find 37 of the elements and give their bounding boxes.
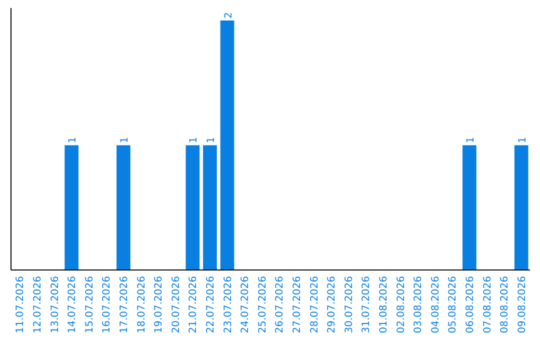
data-label: 2: [223, 12, 234, 18]
x-tick-label: 18.07.2026: [136, 276, 148, 334]
x-tick-label: 25.07.2026: [257, 276, 268, 334]
x-tick-label: 03.08.2026: [413, 276, 424, 334]
data-label: 1: [188, 136, 200, 144]
x-tick-label: 23.07.2026: [222, 276, 234, 334]
x-tick-label: 06.08.2026: [464, 276, 476, 334]
x-tick-label: 24.07.2026: [240, 276, 252, 334]
x-tick-label: 04.08.2026: [430, 276, 442, 334]
x-tick-label: 27.07.2026: [292, 276, 303, 334]
x-tick-label: 09.08.2026: [516, 276, 528, 334]
x-tick-label: 01.08.2026: [378, 276, 390, 334]
x-tick-label: 21.07.2026: [188, 276, 200, 334]
x-tick-label: 05.08.2026: [448, 276, 459, 334]
data-label: 1: [119, 136, 130, 144]
data-label: 1: [517, 136, 528, 144]
x-tick-label: 13.07.2026: [50, 276, 61, 334]
x-tick-label: 16.07.2026: [102, 276, 113, 334]
x-tick-label: 15.07.2026: [84, 276, 96, 334]
data-label: 1: [206, 136, 217, 144]
data-label: 1: [68, 136, 79, 144]
x-tick-label: 22.07.2026: [205, 276, 216, 334]
x-tick-label: 20.07.2026: [170, 276, 182, 334]
x-tick-label: 29.07.2026: [326, 276, 338, 334]
x-tick-label: 08.08.2026: [500, 276, 511, 334]
x-tick-label: 07.08.2026: [482, 276, 494, 334]
x-tick-label: 26.07.2026: [274, 276, 286, 334]
x-tick-label: 12.07.2026: [32, 276, 44, 334]
x-tick-label: 17.07.2026: [118, 276, 130, 334]
x-tick-label: 11.07.2026: [15, 276, 26, 334]
x-tick-label: 31.07.2026: [361, 276, 372, 334]
data-label: 1: [465, 136, 476, 144]
x-tick-label: 30.07.2026: [344, 276, 355, 334]
x-tick-label: 19.07.2026: [154, 276, 165, 334]
x-tick-label: 02.08.2026: [396, 276, 407, 334]
x-tick-label: 14.07.2026: [67, 276, 78, 334]
x-tick-label: 28.07.2026: [309, 276, 320, 334]
